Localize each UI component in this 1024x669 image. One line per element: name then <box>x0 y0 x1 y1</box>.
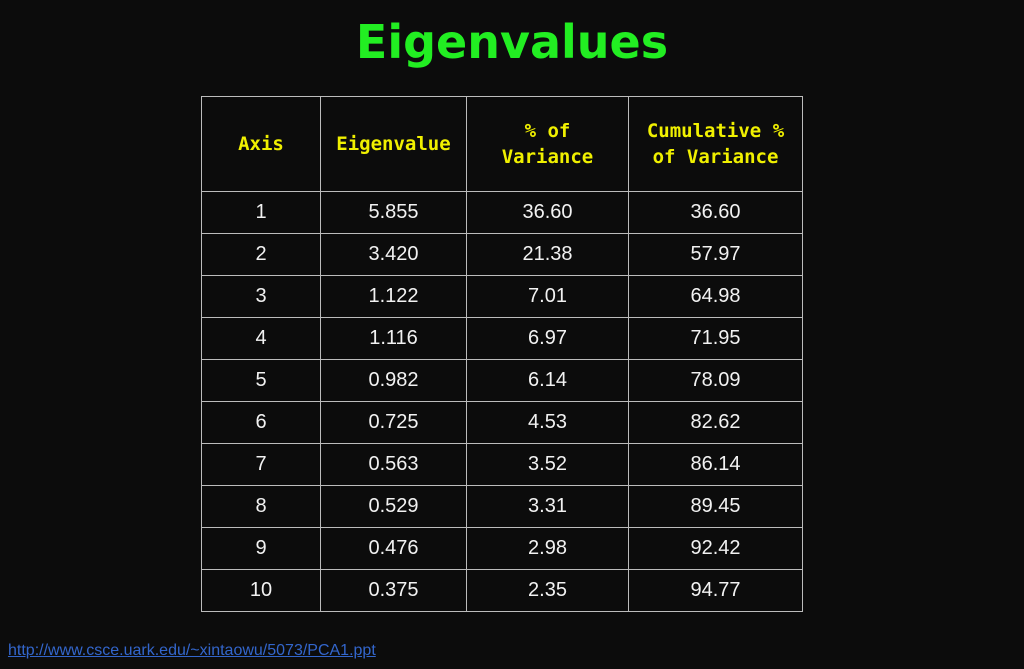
page-title: Eigenvalues <box>355 15 669 69</box>
cell-percent-variance: 7.01 <box>466 275 629 318</box>
cell-axis: 5 <box>201 359 321 402</box>
cell-axis: 8 <box>201 485 321 528</box>
cell-cumulative-variance: 57.97 <box>628 233 803 276</box>
table-row: 9 0.476 2.98 92.42 <box>201 527 803 570</box>
header-eigenvalue-line-1: Eigenvalue <box>336 133 451 155</box>
header-axis-line-1: Axis <box>238 133 284 155</box>
table-row: 6 0.725 4.53 82.62 <box>201 401 803 444</box>
table-header-row: Axis Eigenvalue % of Variance Cumulative… <box>201 96 803 192</box>
cell-percent-variance: 36.60 <box>466 191 629 234</box>
table-row: 4 1.116 6.97 71.95 <box>201 317 803 360</box>
cell-eigenvalue: 1.116 <box>320 317 467 360</box>
cell-eigenvalue: 0.529 <box>320 485 467 528</box>
table-row: 8 0.529 3.31 89.45 <box>201 485 803 528</box>
cell-percent-variance: 3.31 <box>466 485 629 528</box>
cell-percent-variance: 4.53 <box>466 401 629 444</box>
table-row: 2 3.420 21.38 57.97 <box>201 233 803 276</box>
cell-cumulative-variance: 92.42 <box>628 527 803 570</box>
cell-eigenvalue: 0.725 <box>320 401 467 444</box>
header-cumulative-variance: Cumulative % of Variance <box>628 96 803 192</box>
cell-axis: 1 <box>201 191 321 234</box>
cell-cumulative-variance: 86.14 <box>628 443 803 486</box>
cell-eigenvalue: 0.476 <box>320 527 467 570</box>
table-row: 1 5.855 36.60 36.60 <box>201 191 803 234</box>
cell-eigenvalue: 5.855 <box>320 191 467 234</box>
cell-eigenvalue: 0.563 <box>320 443 467 486</box>
cell-axis: 7 <box>201 443 321 486</box>
eigenvalue-table: Axis Eigenvalue % of Variance Cumulative… <box>201 96 803 612</box>
cell-percent-variance: 6.14 <box>466 359 629 402</box>
header-axis: Axis <box>201 96 321 192</box>
cell-eigenvalue: 3.420 <box>320 233 467 276</box>
cell-cumulative-variance: 64.98 <box>628 275 803 318</box>
cell-axis: 2 <box>201 233 321 276</box>
cell-eigenvalue: 0.982 <box>320 359 467 402</box>
cell-cumulative-variance: 89.45 <box>628 485 803 528</box>
table-row: 3 1.122 7.01 64.98 <box>201 275 803 318</box>
header-percent-variance: % of Variance <box>466 96 629 192</box>
cell-percent-variance: 21.38 <box>466 233 629 276</box>
header-cumulative-variance-line-1: Cumulative % <box>646 120 785 142</box>
cell-percent-variance: 2.98 <box>466 527 629 570</box>
source-link[interactable]: http://www.csce.uark.edu/~xintaowu/5073/… <box>8 642 376 659</box>
cell-cumulative-variance: 71.95 <box>628 317 803 360</box>
cell-cumulative-variance: 78.09 <box>628 359 803 402</box>
table-row: 5 0.982 6.14 78.09 <box>201 359 803 402</box>
cell-axis: 10 <box>201 569 321 612</box>
cell-eigenvalue: 0.375 <box>320 569 467 612</box>
cell-axis: 9 <box>201 527 321 570</box>
cell-percent-variance: 3.52 <box>466 443 629 486</box>
cell-axis: 4 <box>201 317 321 360</box>
cell-cumulative-variance: 94.77 <box>628 569 803 612</box>
cell-cumulative-variance: 82.62 <box>628 401 803 444</box>
header-cumulative-variance-line-2: of Variance <box>652 146 779 168</box>
cell-axis: 6 <box>201 401 321 444</box>
table-row: 10 0.375 2.35 94.77 <box>201 569 803 612</box>
header-eigenvalue: Eigenvalue <box>320 96 467 192</box>
header-percent-variance-line-1: % of <box>524 120 571 142</box>
cell-cumulative-variance: 36.60 <box>628 191 803 234</box>
cell-axis: 3 <box>201 275 321 318</box>
table-row: 7 0.563 3.52 86.14 <box>201 443 803 486</box>
cell-percent-variance: 2.35 <box>466 569 629 612</box>
header-percent-variance-line-2: Variance <box>501 146 594 168</box>
cell-percent-variance: 6.97 <box>466 317 629 360</box>
cell-eigenvalue: 1.122 <box>320 275 467 318</box>
